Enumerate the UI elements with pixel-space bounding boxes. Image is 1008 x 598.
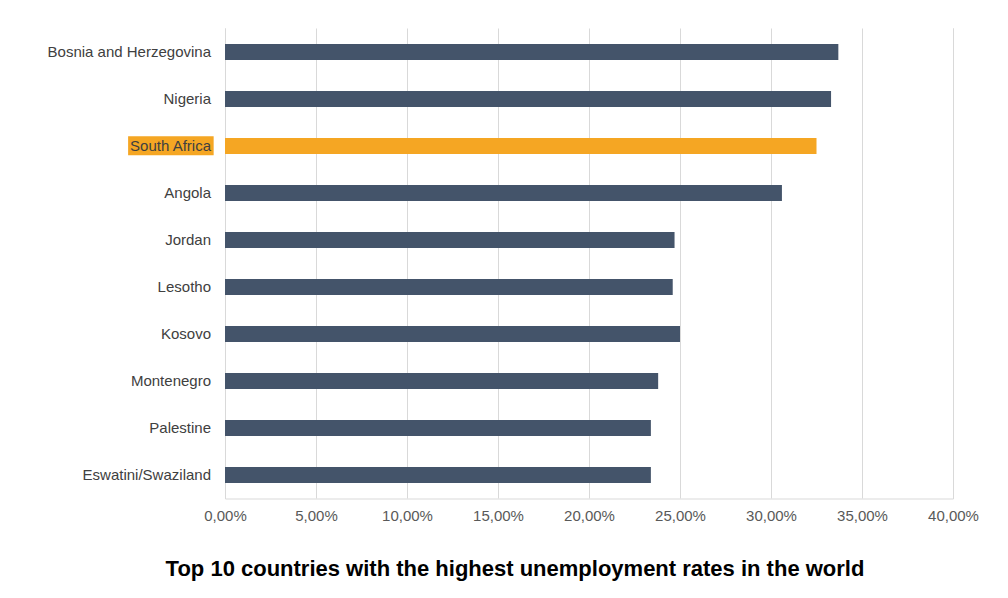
bar xyxy=(225,185,782,201)
title: Top 10 countries with the highest unempl… xyxy=(166,556,865,581)
axis-line xyxy=(226,29,954,500)
tick-label: 10,00% xyxy=(382,507,433,524)
tick-label: 25,00% xyxy=(655,507,706,524)
tick-label: 15,00% xyxy=(473,507,524,524)
bar xyxy=(225,138,817,154)
chart: 0,00% 5,00% 10,00% 15,00% 20,00% 25,00% 30,00%… xyxy=(0,0,1008,598)
category-label: Lesotho xyxy=(158,278,211,295)
category-label: South Africa xyxy=(130,137,212,154)
bar xyxy=(225,44,838,60)
tick-label: 35,00% xyxy=(837,507,888,524)
bar xyxy=(225,232,675,248)
grid-line xyxy=(862,29,863,499)
bar xyxy=(225,91,831,107)
category-label: Angola xyxy=(164,184,211,201)
tick-label: 20,00% xyxy=(564,507,615,524)
category-label: Eswatini/Swaziland xyxy=(83,466,211,483)
label-highlight xyxy=(128,136,214,155)
tick-label: 0,00% xyxy=(204,507,247,524)
x-axis: 0,00% 5,00% 10,00% 15,00% 20,00% 25,00% 30,00%… xyxy=(204,29,979,525)
category-label: Kosovo xyxy=(161,325,211,342)
bar xyxy=(225,326,680,342)
category-label: Palestine xyxy=(149,419,211,436)
bars xyxy=(225,44,838,483)
tick-label: 5,00% xyxy=(295,507,338,524)
tick: 35,00% xyxy=(837,29,888,525)
category-label: Nigeria xyxy=(163,90,211,107)
tick-label: 30,00% xyxy=(746,507,797,524)
bar xyxy=(225,420,651,436)
category-label: Montenegro xyxy=(131,372,211,389)
bar xyxy=(225,373,658,389)
category-label: Bosnia and Herzegovina xyxy=(48,43,212,60)
bar xyxy=(225,279,673,295)
tick-label: 40,00% xyxy=(928,507,979,524)
tick: 40,00% xyxy=(928,29,979,525)
grid-line xyxy=(953,29,954,499)
bar xyxy=(225,467,651,483)
category-label: Jordan xyxy=(165,231,211,248)
y-axis: Bosnia and Herzegovina Nigeria South Afric… xyxy=(48,43,214,483)
